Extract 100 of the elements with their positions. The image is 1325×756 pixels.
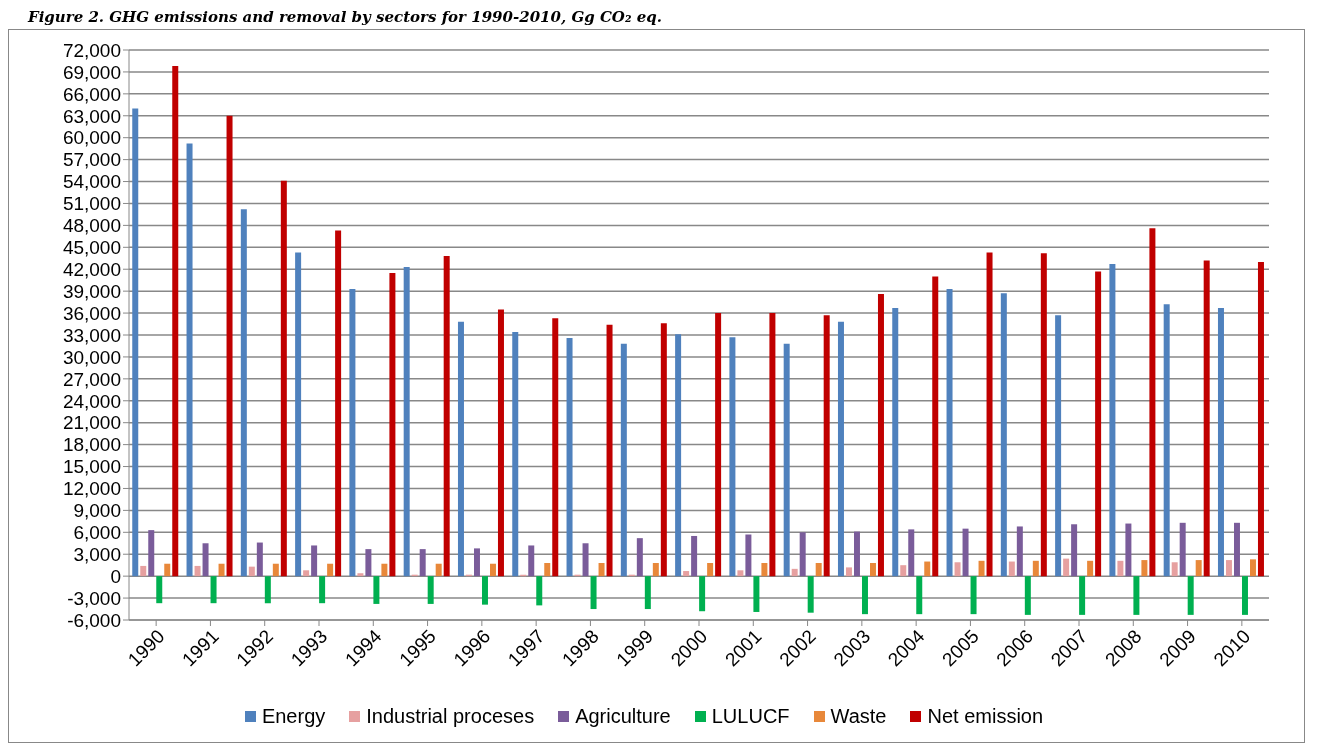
bar: [327, 563, 334, 577]
bar: [761, 563, 768, 577]
bar: [962, 528, 969, 577]
bar: [815, 563, 822, 577]
y-tick-label: 66,000: [62, 83, 121, 105]
bar: [861, 576, 868, 615]
y-tick-label: 72,000: [62, 39, 121, 61]
bar: [908, 529, 915, 577]
bar: [675, 334, 682, 577]
bar: [791, 568, 798, 577]
bar: [1117, 560, 1124, 577]
bar: [218, 563, 225, 577]
bar: [1079, 576, 1086, 615]
bar: [737, 570, 744, 577]
y-tick-label: 69,000: [62, 61, 121, 83]
bar: [403, 267, 410, 577]
bar: [598, 563, 605, 577]
bar: [1133, 576, 1140, 615]
bar: [156, 576, 163, 604]
y-tick-label: 27,000: [62, 368, 121, 390]
bar: [148, 530, 155, 577]
bar: [335, 230, 342, 577]
bar: [512, 332, 519, 577]
bar: [837, 321, 844, 577]
bar: [1040, 253, 1047, 577]
bar: [389, 272, 396, 577]
bar: [707, 563, 714, 577]
bar: [536, 576, 543, 606]
bar: [660, 323, 667, 577]
bar: [1008, 561, 1015, 577]
y-tick-label: 57,000: [62, 149, 121, 171]
bar: [1055, 315, 1062, 577]
chart-title: Figure 2. GHG emissions and removal by sectors for 1990-2010, Gg CO₂ eq.: [26, 8, 663, 28]
bar: [978, 560, 985, 577]
bar: [457, 321, 464, 577]
bar: [256, 542, 263, 577]
bar: [365, 549, 372, 577]
bar: [140, 565, 147, 577]
bar: [1149, 228, 1156, 577]
bar: [769, 313, 776, 577]
y-tick-label: -6,000: [67, 609, 121, 631]
bar: [745, 534, 752, 577]
bar: [381, 563, 388, 577]
bar: [869, 563, 876, 577]
bar: [528, 545, 535, 577]
bar: [272, 563, 279, 577]
bar: [729, 337, 736, 577]
bar: [970, 576, 977, 615]
bar: [481, 576, 488, 605]
bar: [1125, 523, 1132, 577]
bar: [1203, 260, 1210, 577]
bar: [1187, 576, 1194, 615]
bar: [900, 565, 907, 577]
bar: [691, 535, 698, 577]
bar: [186, 143, 193, 577]
bar: [280, 180, 287, 577]
legend-label: Net emission: [927, 705, 1044, 728]
bar: [1171, 562, 1178, 577]
bar: [644, 576, 651, 610]
bar: [954, 562, 961, 577]
bar: [473, 548, 480, 577]
y-tick-label: 36,000: [62, 302, 121, 324]
bar: [932, 276, 939, 577]
y-tick-label: 9,000: [73, 500, 121, 522]
y-tick-label: 0: [110, 565, 121, 587]
y-tick-label: 30,000: [62, 346, 121, 368]
bar: [783, 343, 790, 577]
bar: [916, 576, 923, 615]
bar: [373, 576, 380, 604]
bar: [264, 576, 271, 604]
bar: [606, 324, 613, 577]
bar: [427, 576, 434, 604]
y-tick-label: 24,000: [62, 390, 121, 412]
bar: [1179, 522, 1186, 577]
bar: [1241, 576, 1248, 615]
bar: [164, 563, 171, 577]
bar: [877, 294, 884, 577]
bar: [924, 561, 931, 577]
y-tick-label: 42,000: [62, 258, 121, 280]
y-tick-label: 33,000: [62, 324, 121, 346]
bar: [172, 66, 179, 577]
bar: [946, 288, 953, 577]
bar: [1032, 560, 1039, 577]
y-tick-label: 18,000: [62, 434, 121, 456]
bar: [1087, 560, 1094, 577]
y-tick-label: 3,000: [73, 543, 121, 565]
y-tick-label: 15,000: [62, 456, 121, 478]
bar: [210, 576, 217, 604]
bar: [349, 288, 356, 577]
bar: [853, 531, 860, 577]
bar: [240, 209, 247, 577]
bar: [1225, 560, 1232, 577]
bar: [295, 252, 302, 577]
y-tick-label: 39,000: [62, 280, 121, 302]
bar: [715, 313, 722, 577]
y-tick-label: 6,000: [73, 522, 121, 544]
bar: [248, 566, 255, 577]
bar: [311, 545, 318, 577]
bar: [489, 563, 496, 577]
bar: [1217, 307, 1224, 577]
